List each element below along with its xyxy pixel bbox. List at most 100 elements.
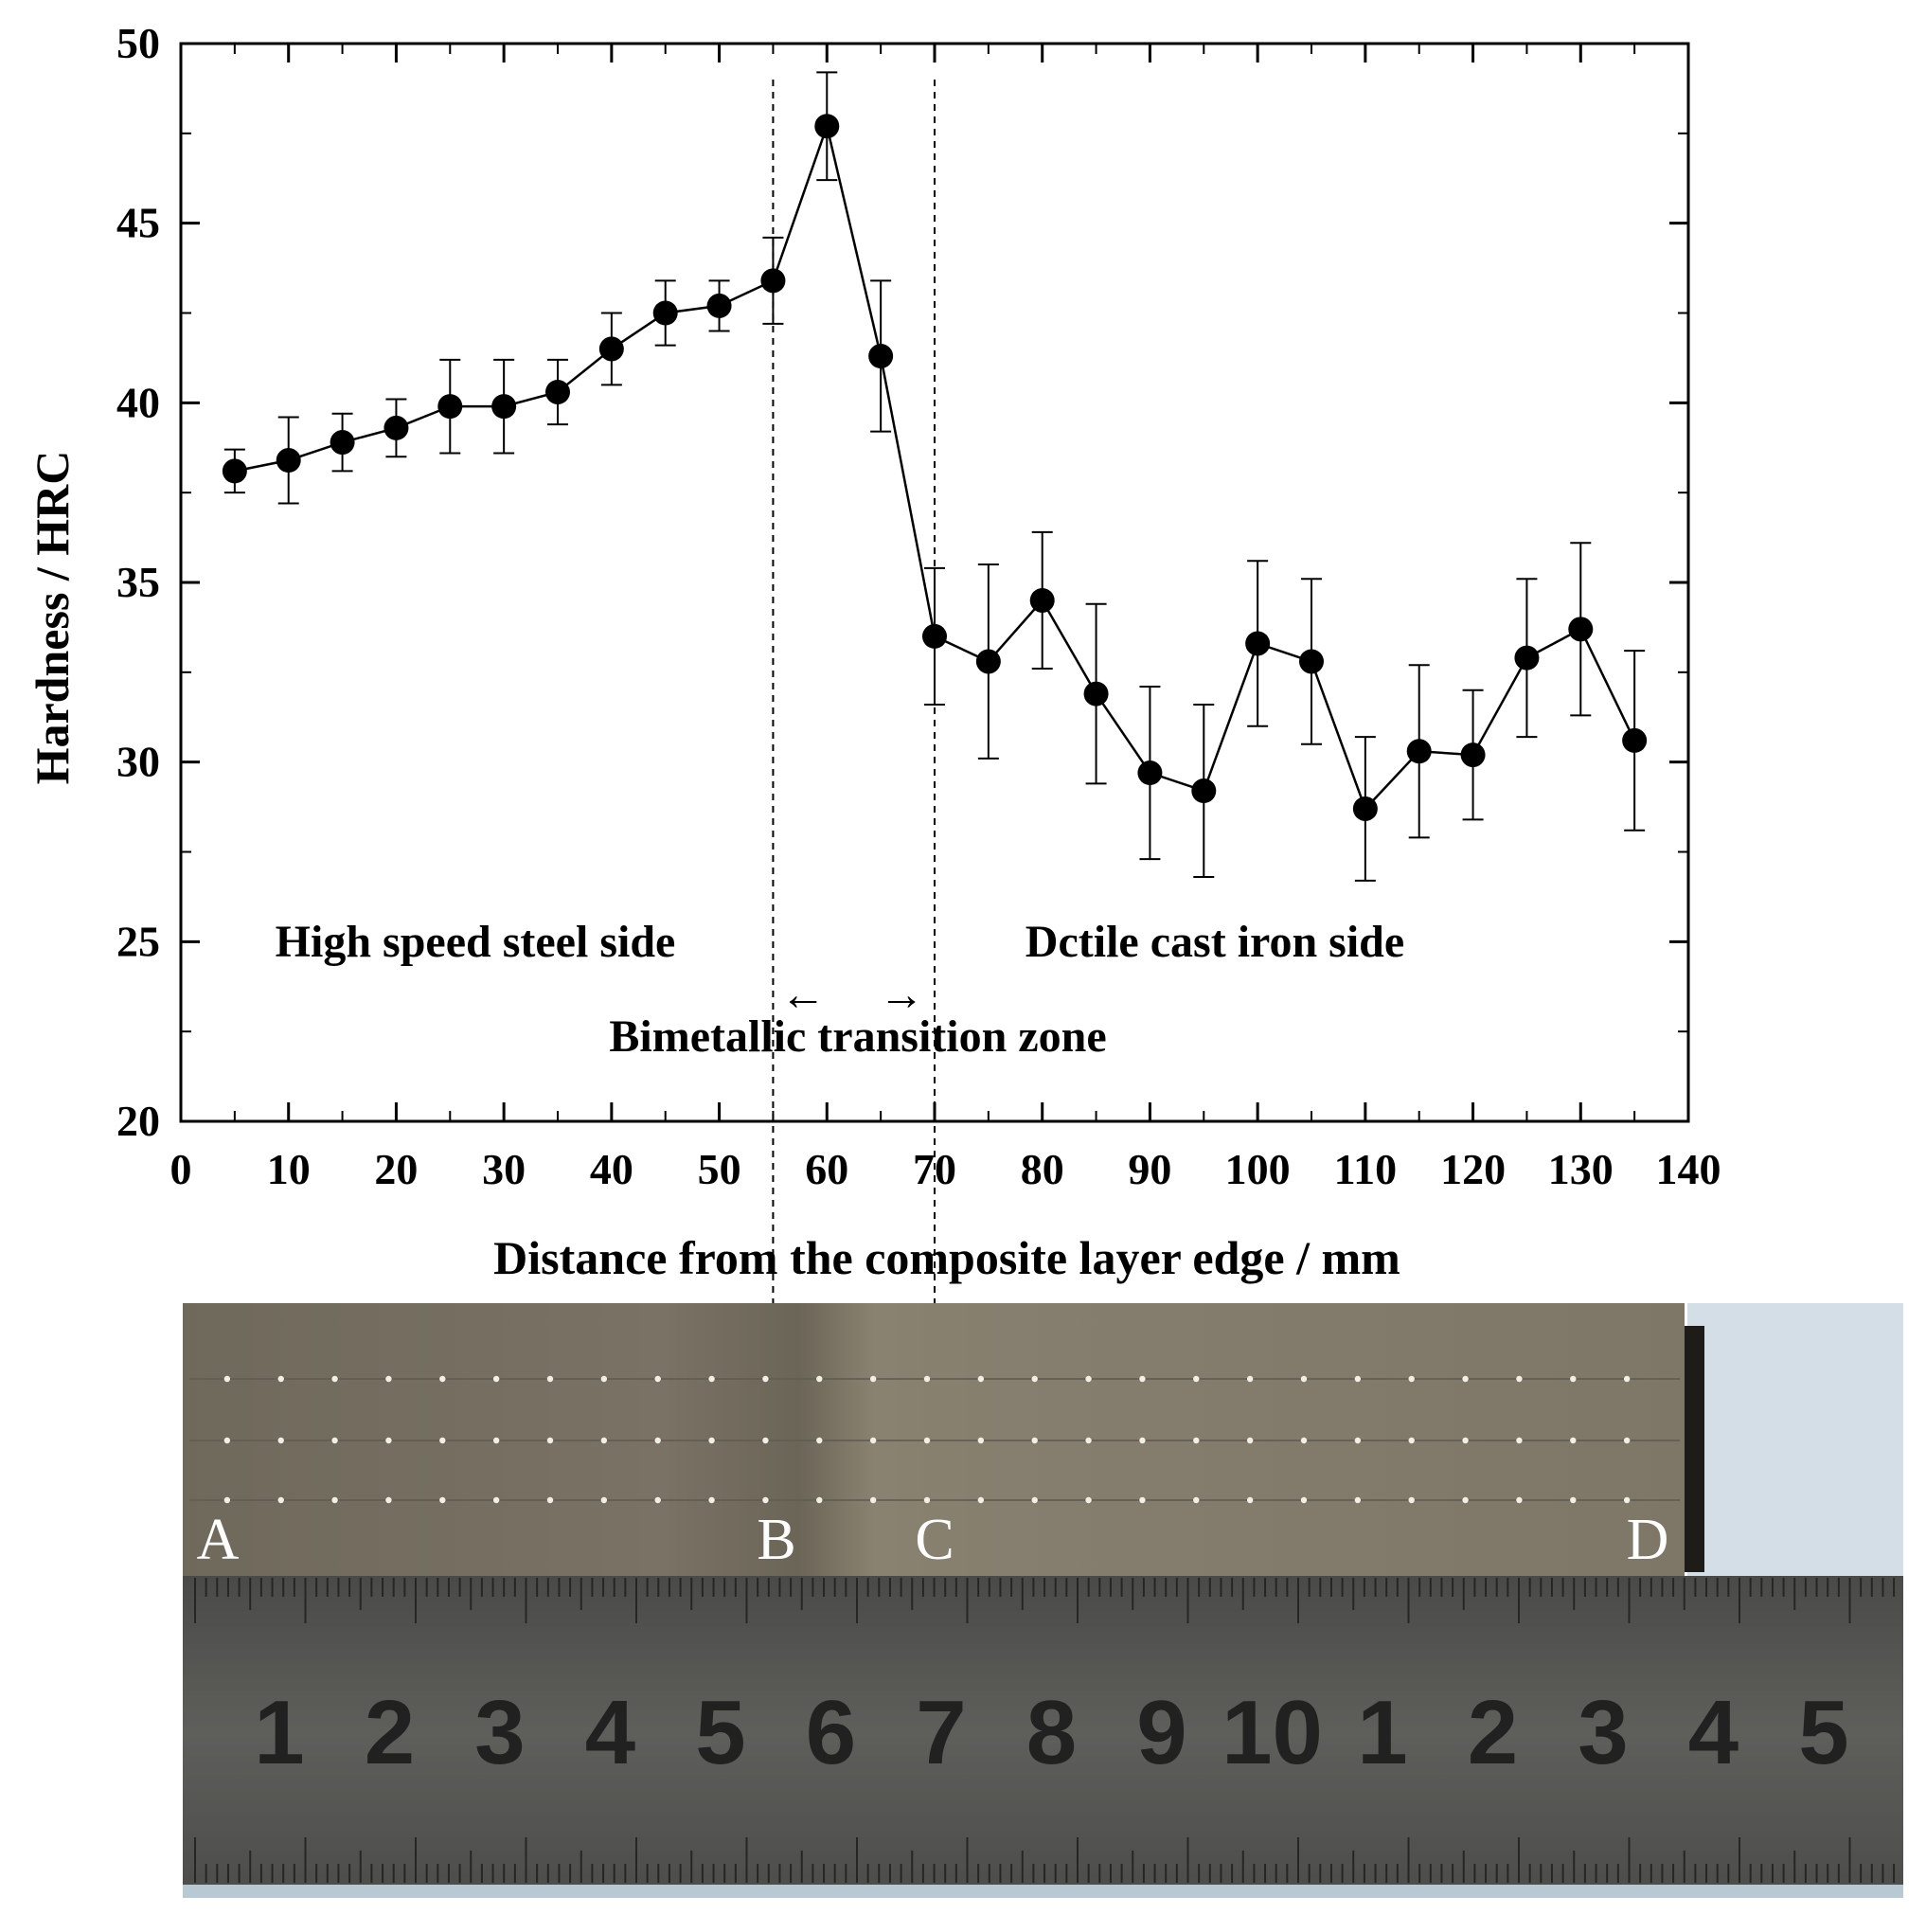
indentation-mark <box>277 1375 284 1383</box>
indentation-mark <box>600 1375 608 1383</box>
indentation-mark <box>223 1496 231 1504</box>
transition-lines <box>772 80 936 1506</box>
data-point <box>545 379 570 404</box>
indentation-mark <box>1300 1496 1308 1504</box>
indentation-mark <box>1570 1496 1577 1504</box>
x-tick-label: 130 <box>1548 1145 1614 1193</box>
annotation-left-side: High speed steel side <box>276 917 676 967</box>
data-point <box>1514 645 1540 671</box>
data-point <box>1137 760 1163 786</box>
y-tick-label: 45 <box>116 199 160 247</box>
indentation-mark <box>1246 1496 1254 1504</box>
ruler <box>183 1576 1903 1888</box>
data-point <box>330 430 355 456</box>
indentation-mark <box>977 1496 985 1504</box>
x-tick-label: 0 <box>170 1145 192 1193</box>
ruler-number: 8 <box>1026 1682 1077 1783</box>
y-tick-label: 20 <box>116 1097 160 1145</box>
indentation-mark <box>1031 1375 1038 1383</box>
indentation-mark <box>385 1496 392 1504</box>
indentation-mark <box>1516 1375 1523 1383</box>
y-tick-label: 35 <box>116 558 160 606</box>
indentation-mark <box>1570 1375 1577 1383</box>
indentation-mark <box>1193 1437 1200 1444</box>
indentation-mark <box>816 1437 823 1444</box>
indentation-marks <box>223 1375 1631 1504</box>
indentation-mark <box>708 1496 715 1504</box>
x-tick-label: 60 <box>805 1145 848 1193</box>
indentation-mark <box>1408 1375 1415 1383</box>
indentation-mark <box>869 1437 877 1444</box>
y-tick-label: 50 <box>116 19 160 67</box>
x-tick-label: 20 <box>374 1145 418 1193</box>
ruler-number: 6 <box>806 1682 856 1783</box>
ruler-number: 3 <box>474 1682 525 1783</box>
x-tick-label: 90 <box>1128 1145 1171 1193</box>
indentation-mark <box>331 1375 338 1383</box>
data-point <box>1245 631 1271 656</box>
indentation-mark <box>223 1375 231 1383</box>
indentation-mark <box>1570 1437 1577 1444</box>
indentation-mark <box>439 1437 446 1444</box>
indentation-mark <box>492 1437 500 1444</box>
ruler-number: 3 <box>1578 1682 1628 1783</box>
indentation-mark <box>1139 1496 1146 1504</box>
x-tick-label: 50 <box>698 1145 741 1193</box>
indentation-mark <box>277 1437 284 1444</box>
ruler-number: 9 <box>1136 1682 1186 1783</box>
indentation-mark <box>762 1437 769 1444</box>
data-point <box>491 394 517 420</box>
y-tick-label: 40 <box>116 378 160 426</box>
indentation-mark <box>1408 1437 1415 1444</box>
data-point <box>975 649 1001 674</box>
indentation-mark <box>1085 1375 1092 1383</box>
indentation-mark <box>600 1496 608 1504</box>
indentation-mark <box>1300 1375 1308 1383</box>
data-point <box>1460 742 1486 768</box>
x-tick-label: 100 <box>1225 1145 1291 1193</box>
indentation-rows <box>189 1378 1680 1501</box>
indentation-mark <box>762 1496 769 1504</box>
indentation-mark <box>1193 1496 1200 1504</box>
section-letter-b: B <box>757 1508 795 1572</box>
arrow-right: → <box>879 970 924 1020</box>
x-tick-label: 80 <box>1021 1145 1064 1193</box>
indentation-mark <box>1623 1375 1631 1383</box>
indentation-mark <box>1623 1437 1631 1444</box>
data-point <box>1406 739 1432 764</box>
data-point <box>814 114 840 139</box>
data-point <box>1299 649 1324 674</box>
ruler-number: 1 <box>1357 1682 1407 1783</box>
indentation-mark <box>923 1375 931 1383</box>
x-tick-label: 40 <box>590 1145 633 1193</box>
ruler-bottom-edge <box>183 1885 1903 1898</box>
indentation-mark <box>1246 1375 1254 1383</box>
indentation-mark <box>546 1437 554 1444</box>
section-letter-a: A <box>197 1508 240 1572</box>
y-axis: 20 25 30 35 40 45 50 <box>116 19 1688 1145</box>
annotation-zone: Bimetallic transition zone <box>609 1011 1106 1062</box>
annotation-right-side: Dctile cast iron side <box>1025 917 1404 967</box>
indentation-mark <box>1516 1437 1523 1444</box>
indentation-mark <box>1300 1437 1308 1444</box>
section-letter-c: C <box>915 1508 954 1572</box>
x-tick-label: 110 <box>1334 1145 1397 1193</box>
indentation-mark <box>1354 1496 1362 1504</box>
data-point <box>1622 727 1648 753</box>
x-tick-label: 140 <box>1656 1145 1721 1193</box>
data-point <box>598 336 624 362</box>
indentation-mark <box>1085 1496 1092 1504</box>
indentation-mark <box>331 1437 338 1444</box>
indentation-mark <box>1354 1375 1362 1383</box>
data-point <box>1191 778 1217 804</box>
indentation-mark <box>600 1437 608 1444</box>
data-point <box>383 415 409 440</box>
data-point <box>437 394 463 420</box>
ruler-number: 1 <box>254 1682 304 1783</box>
indentation-mark <box>492 1375 500 1383</box>
indentation-mark <box>869 1375 877 1383</box>
data-point <box>868 344 894 369</box>
ruler-number: 2 <box>365 1682 415 1783</box>
ruler-number: 5 <box>695 1682 745 1783</box>
indentation-mark <box>331 1496 338 1504</box>
